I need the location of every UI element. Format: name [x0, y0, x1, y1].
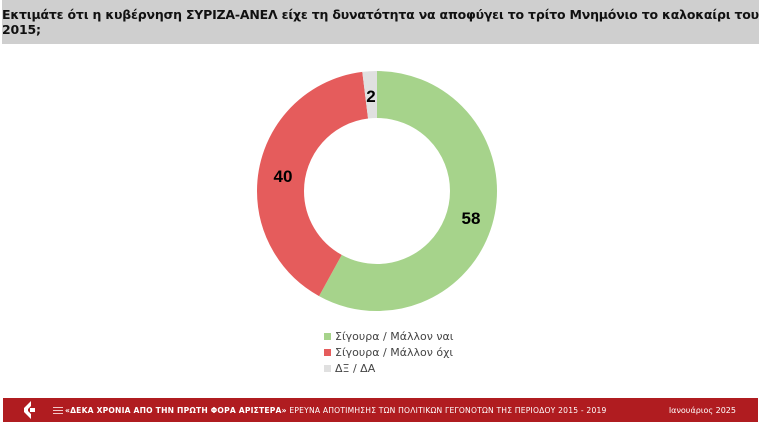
- legend-swatch-grey: [324, 364, 331, 372]
- question-header: Εκτιμάτε ότι η κυβέρνηση ΣΥΡΙΖΑ-ΑΝΕΛ είχ…: [2, 0, 759, 44]
- donut-svg: 58 40 2: [257, 71, 497, 311]
- logo-icon: [21, 400, 63, 420]
- legend-label: ΔΞ / ΔΑ: [335, 361, 376, 375]
- footer-text: «ΔΕΚΑ ΧΡΟΝΙΑ ΑΠΟ ΤΗΝ ΠΡΩΤΗ ΦΟΡΑ ΑΡΙΣΤΕΡΑ…: [65, 406, 607, 415]
- label-no: 40: [274, 167, 293, 186]
- logo-text-lines: [53, 407, 63, 416]
- legend-label: Σίγουρα / Μάλλον όχι: [335, 345, 454, 359]
- segment-no: [257, 71, 497, 311]
- legend-swatch-green: [324, 332, 331, 340]
- footer-date: Ιανουάριος 2025: [668, 405, 736, 415]
- legend-item-yes: Σίγουρα / Μάλλον ναι: [324, 328, 453, 344]
- label-yes: 58: [462, 209, 481, 228]
- footer-subtitle: ΕΡΕΥΝΑ ΑΠΟΤΙΜΗΣΗΣ ΤΩΝ ΠΟΛΙΤΙΚΩΝ ΓΕΓΟΝΟΤΩ…: [286, 405, 607, 415]
- label-dk: 2: [366, 87, 375, 106]
- question-title: Εκτιμάτε ότι η κυβέρνηση ΣΥΡΙΖΑ-ΑΝΕΛ είχ…: [2, 7, 759, 37]
- segment-dk: [257, 71, 497, 311]
- footer-project-title: «ΔΕΚΑ ΧΡΟΝΙΑ ΑΠΟ ΤΗΝ ΠΡΩΤΗ ΦΟΡΑ ΑΡΙΣΤΕΡΑ…: [65, 405, 287, 415]
- legend-swatch-red: [324, 348, 331, 356]
- legend-item-dk: ΔΞ / ΔΑ: [324, 360, 453, 376]
- footer-bar: «ΔΕΚΑ ΧΡΟΝΙΑ ΑΠΟ ΤΗΝ ΠΡΩΤΗ ΦΟΡΑ ΑΡΙΣΤΕΡΑ…: [3, 398, 758, 422]
- legend-item-no: Σίγουρα / Μάλλον όχι: [324, 344, 453, 360]
- chart-legend: Σίγουρα / Μάλλον ναι Σίγουρα / Μάλλον όχ…: [324, 328, 453, 376]
- legend-label: Σίγουρα / Μάλλον ναι: [335, 329, 454, 343]
- donut-chart: 58 40 2: [257, 71, 497, 311]
